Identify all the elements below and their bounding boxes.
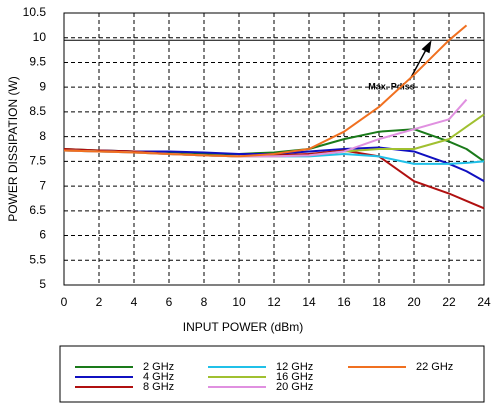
series-line [63, 24, 468, 158]
series-line [63, 98, 468, 158]
legend-label: 2 GHz [143, 361, 174, 373]
y-tick-label: 8 [39, 129, 46, 143]
annotation-arrowhead [421, 40, 432, 54]
x-tick-label: 20 [407, 295, 421, 309]
x-tick-label: 12 [267, 295, 281, 309]
y-tick-label: 6.5 [29, 203, 46, 217]
y-tick-label: 7.5 [29, 154, 46, 168]
x-tick-label: 4 [131, 295, 138, 309]
legend-label: 16 GHz [276, 371, 313, 383]
series-line [63, 148, 485, 210]
x-tick-label: 24 [477, 295, 491, 309]
x-tick-label: 2 [96, 295, 103, 309]
legend-box [59, 345, 485, 403]
y-tick-label: 6 [39, 228, 46, 242]
x-tick-label: 6 [166, 295, 173, 309]
y-tick-label: 10 [33, 30, 47, 44]
y-tick-label: 7 [39, 178, 46, 192]
x-tick-label: 22 [442, 295, 456, 309]
x-tick-label: 16 [337, 295, 351, 309]
x-tick-label: 18 [372, 295, 386, 309]
y-tick-label: 8.5 [29, 104, 46, 118]
legend-label: 20 GHz [276, 381, 313, 393]
y-tick-label: 10.5 [23, 5, 47, 19]
x-tick-label: 14 [302, 295, 316, 309]
legend-label: 8 GHz [143, 381, 174, 393]
annotation: Max. Pdiss [368, 82, 415, 92]
x-tick-label: 8 [201, 295, 208, 309]
y-axis-label: POWER DISSIPATION (W) [6, 76, 20, 222]
y-tick-label: 5 [39, 277, 46, 291]
x-tick-label: 0 [61, 295, 68, 309]
x-axis-label: INPUT POWER (dBm) [183, 320, 303, 334]
y-tick-label: 5.5 [29, 252, 46, 266]
x-tick-label: 10 [232, 295, 246, 309]
legend-label: 22 GHz [416, 361, 453, 373]
legend-label: 12 GHz [276, 361, 313, 373]
y-tick-label: 9 [39, 79, 46, 93]
legend-label: 4 GHz [143, 371, 174, 383]
y-tick-label: 9.5 [29, 55, 46, 69]
